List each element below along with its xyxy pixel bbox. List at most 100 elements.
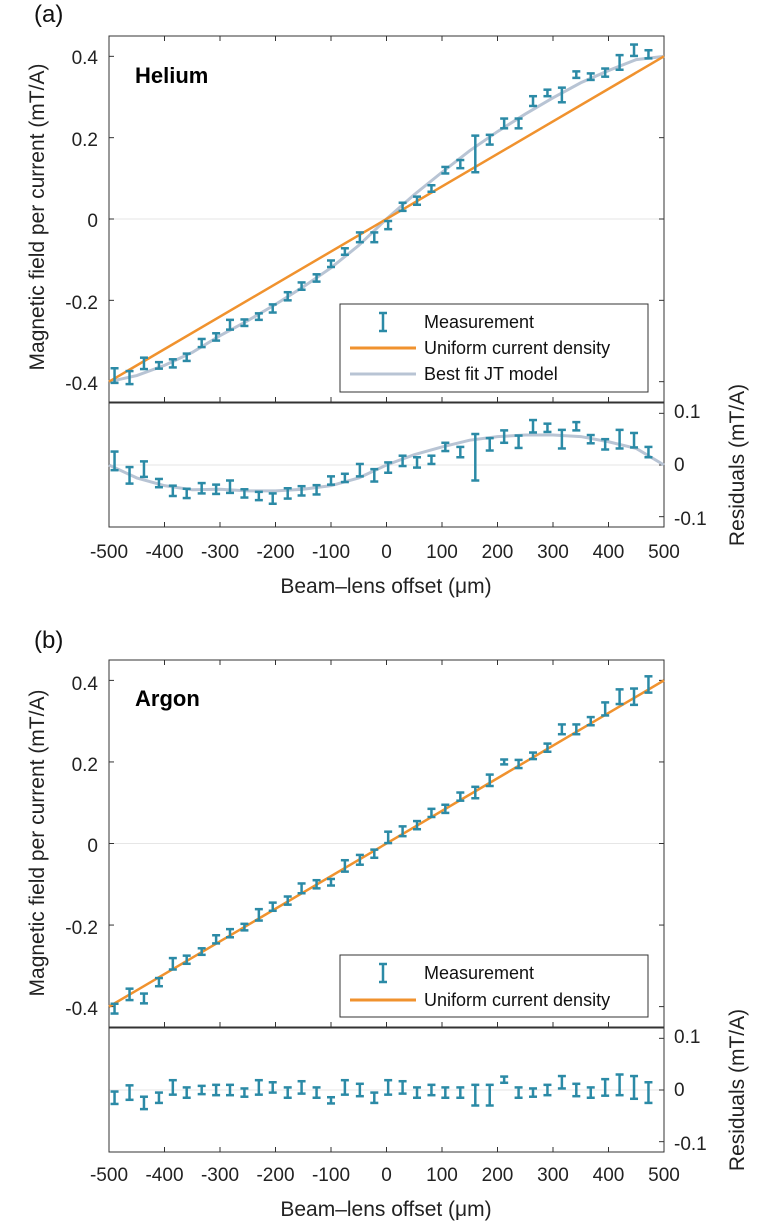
measurement-point: [543, 742, 552, 753]
residual-point: [254, 490, 263, 502]
measurement-point: [110, 1002, 119, 1015]
residual-point: [413, 456, 422, 469]
measurement-point: [601, 701, 610, 717]
measurement-point: [500, 758, 509, 766]
residual-tick-label: -0.1: [674, 1134, 707, 1155]
x-tick-label: 100: [426, 542, 458, 563]
residual-tick-labels: 0.1 0 -0.1: [674, 402, 707, 530]
residual-point: [125, 465, 134, 485]
measurement-point: [197, 337, 206, 349]
x-tick-label: -400: [145, 1165, 183, 1186]
y-tick-label: 0: [87, 836, 98, 857]
x-tick-label: -500: [90, 542, 128, 563]
residual-point: [485, 1083, 494, 1107]
measurement-point: [543, 88, 552, 98]
residual-point: [312, 483, 321, 496]
residual-point: [644, 1081, 653, 1105]
legend-box: [339, 954, 649, 1018]
legend-measurement-marker: [379, 962, 387, 984]
measurement-point: [182, 352, 191, 363]
measurement-point: [601, 67, 610, 78]
y-tick-labels: 0.4 0.2 0 -0.2 -0.4: [65, 48, 98, 395]
legend-measurement-marker: [379, 311, 387, 333]
x-tick-label: -400: [145, 542, 183, 563]
measurement-point: [384, 830, 393, 845]
measurement-point: [456, 158, 465, 170]
measurement-point: [398, 201, 407, 213]
residuals-axis-label: Residuals (mT/A): [726, 1009, 749, 1171]
y-tick-label: 0.4: [72, 48, 99, 69]
y-tick-label: -0.4: [65, 999, 98, 1020]
y-tick-label: -0.2: [65, 918, 98, 939]
residual-point: [572, 420, 581, 432]
residual-point: [572, 1082, 581, 1098]
residual-point: [485, 436, 494, 452]
x-tick-label: 200: [482, 1165, 514, 1186]
measurement-point: [485, 133, 494, 146]
x-axis-label: Beam–lens offset (μm): [280, 1198, 491, 1221]
legend-measurement-label: Measurement: [424, 963, 534, 983]
measurement-point: [312, 273, 321, 283]
residual-tick-label: 0.1: [674, 402, 700, 423]
residual-point: [615, 1073, 624, 1097]
y-tick-label: -0.2: [65, 293, 98, 314]
x-tick-label: 100: [426, 1165, 458, 1186]
measurement-point: [283, 895, 292, 906]
residual-point: [297, 484, 306, 497]
measurement-point: [471, 134, 480, 174]
residual-point: [268, 492, 277, 505]
residual-point: [630, 1074, 639, 1101]
residual-point: [212, 483, 221, 496]
residual-point: [586, 1086, 595, 1099]
x-tick-label: 200: [482, 542, 514, 563]
residuals-axis-label: Residuals (mT/A): [726, 384, 749, 546]
panel-label: (b): [34, 627, 63, 654]
x-tick-label: 300: [537, 542, 569, 563]
x-tick-label: 500: [648, 1165, 680, 1186]
residual-point: [370, 467, 379, 483]
residual-point: [601, 1077, 610, 1097]
legend-measurement-label: Measurement: [424, 312, 534, 332]
residual-point: [268, 1081, 277, 1094]
legend: Measurement Uniform current density Best…: [339, 303, 649, 393]
measurement-point: [500, 117, 509, 130]
measurement-point: [413, 819, 422, 831]
residual-point: [240, 1087, 249, 1098]
measurement-point: [297, 882, 306, 895]
measurement-point: [225, 927, 234, 939]
residual-point: [182, 1086, 191, 1099]
residual-point: [441, 441, 450, 453]
x-tick-label: -200: [256, 1165, 294, 1186]
legend-uniform-label: Uniform current density: [424, 990, 610, 1010]
measurement-point: [529, 94, 538, 108]
x-tick-label: -200: [256, 542, 294, 563]
residual-point: [398, 1079, 407, 1095]
residual-point: [154, 1091, 163, 1105]
residual-point: [240, 488, 249, 499]
plot-layer: [108, 659, 665, 1153]
measurement-point: [268, 303, 277, 314]
residual-point: [456, 1086, 465, 1099]
measurement-point: [110, 366, 119, 385]
legend-jt-label: Best fit JT model: [424, 364, 558, 384]
residual-point: [615, 428, 624, 450]
x-tick-label: -100: [312, 542, 350, 563]
x-tick-label: -100: [312, 1165, 350, 1186]
measurement-point: [413, 195, 422, 207]
residual-point: [197, 481, 206, 495]
residual-point: [398, 454, 407, 468]
measurement-point: [355, 231, 364, 244]
measurement-point: [168, 358, 177, 369]
residual-point: [370, 1091, 379, 1105]
x-axis-label: Beam–lens offset (μm): [280, 575, 491, 598]
measurement-point: [615, 53, 624, 72]
residual-point: [543, 422, 552, 434]
measurement-point: [154, 976, 163, 988]
measurement-point: [139, 356, 148, 371]
residual-point: [225, 479, 234, 495]
x-tick-label: -300: [201, 542, 239, 563]
measurement-point: [297, 281, 306, 292]
measurement-point: [355, 853, 364, 866]
residual-point: [456, 445, 465, 459]
